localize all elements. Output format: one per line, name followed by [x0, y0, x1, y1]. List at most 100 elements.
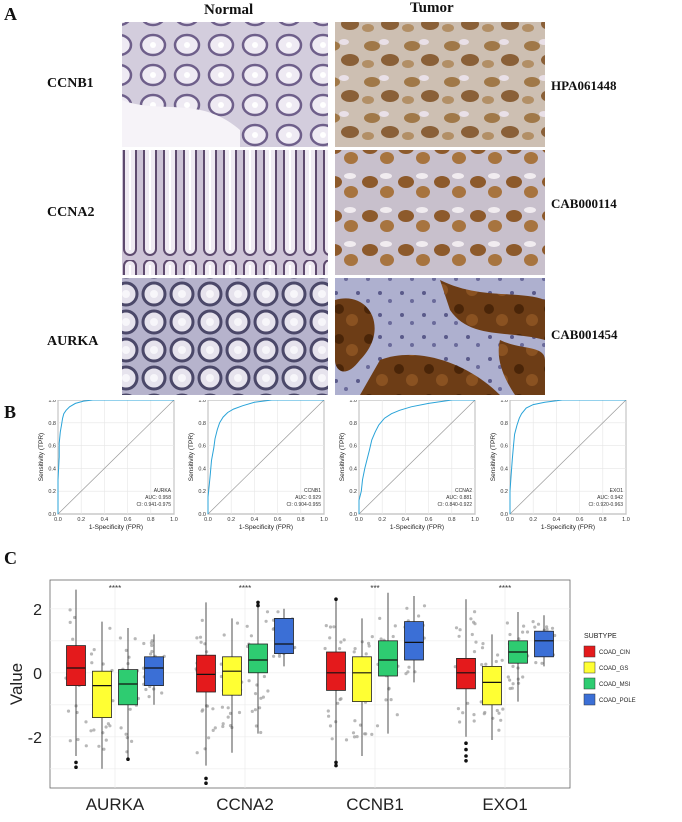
- jitter-point: [391, 634, 395, 639]
- outlier-point: [464, 759, 468, 763]
- jitter-point: [395, 713, 399, 717]
- jitter-point: [384, 698, 388, 702]
- jitter-point: [474, 640, 478, 644]
- jitter-point: [481, 642, 485, 646]
- jitter-point: [213, 726, 217, 730]
- jitter-point: [226, 715, 230, 719]
- jitter-point: [458, 628, 462, 632]
- jitter-point: [508, 632, 512, 637]
- jitter-point: [219, 662, 223, 666]
- jitter-point: [245, 624, 249, 628]
- jitter-point: [130, 739, 134, 743]
- jitter-point: [247, 679, 251, 683]
- roc-xtick-label: 0.4: [402, 517, 410, 523]
- jitter-point: [505, 621, 509, 625]
- roc-xtick-label: 0.2: [529, 517, 537, 523]
- jitter-point: [389, 698, 393, 702]
- jitter-point: [370, 732, 374, 736]
- roc-ytick-label: 0.6: [349, 444, 357, 450]
- roc-ytick-label: 0.4: [349, 466, 357, 472]
- jitter-point: [266, 689, 270, 693]
- jitter-point: [323, 646, 327, 651]
- jitter-point: [198, 635, 203, 639]
- jitter-point: [150, 643, 154, 648]
- significance-marker: ***: [370, 584, 379, 593]
- jitter-point: [264, 619, 268, 623]
- jitter-point: [534, 661, 538, 665]
- jitter-point: [221, 722, 225, 726]
- roc-xtick-label: 0.2: [77, 517, 85, 523]
- roc-xtick-label: 0.8: [297, 517, 305, 523]
- legend-label: COAD_GS: [599, 666, 628, 672]
- jitter-point: [500, 658, 504, 662]
- roc-ytick-label: 0.2: [349, 489, 357, 495]
- jitter-point: [119, 726, 123, 730]
- jitter-point: [199, 640, 203, 644]
- box-yaxis-title: Value: [7, 663, 26, 705]
- legend-swatch: [583, 677, 596, 690]
- jitter-point: [456, 707, 460, 711]
- jitter-point: [454, 626, 459, 630]
- jitter-point: [379, 637, 383, 641]
- jitter-point: [378, 616, 382, 620]
- roc-xaxis-title: 1-Specificity (FPR): [390, 524, 444, 531]
- jitter-point: [525, 630, 530, 634]
- jitter-point: [479, 700, 483, 704]
- jitter-point: [254, 724, 258, 728]
- jitter-point: [545, 627, 549, 631]
- jitter-point: [370, 635, 374, 639]
- roc-ytick-label: 0.8: [48, 421, 56, 427]
- jitter-point: [142, 641, 146, 646]
- roc-xtick-label: 1.0: [320, 517, 328, 523]
- significance-marker: ****: [499, 584, 511, 593]
- significance-marker: ****: [239, 584, 251, 593]
- jitter-point: [106, 722, 110, 726]
- jitter-point: [495, 708, 499, 713]
- jitter-point: [221, 724, 225, 729]
- jitter-point: [226, 706, 230, 710]
- panel-b-letter: B: [4, 402, 17, 422]
- jitter-point: [108, 626, 112, 630]
- jitter-point: [150, 649, 154, 654]
- outlier-point: [256, 603, 260, 608]
- roc-ytick-label: 0.0: [500, 512, 508, 518]
- jitter-point: [352, 650, 356, 654]
- jitter-point: [330, 737, 334, 741]
- jitter-point: [253, 708, 257, 712]
- box-ytick-label: 2: [33, 602, 42, 619]
- jitter-point: [367, 644, 371, 648]
- jitter-point: [422, 604, 427, 608]
- jitter-point: [531, 620, 535, 624]
- box-category-label: CCNA2: [216, 795, 274, 814]
- jitter-point: [501, 707, 505, 711]
- jitter-point: [497, 711, 501, 715]
- roc-series-name: CCNA2: [455, 488, 472, 494]
- jitter-point: [364, 652, 368, 656]
- jitter-point: [92, 648, 96, 652]
- legend-title: SUBTYPE: [584, 633, 617, 640]
- jitter-point: [84, 744, 88, 748]
- legend-label: COAD_MSI: [599, 682, 631, 688]
- roc-xtick-label: 1.0: [471, 517, 479, 523]
- outlier-point: [334, 763, 338, 768]
- jitter-point: [150, 639, 154, 643]
- jitter-point: [92, 728, 96, 732]
- jitter-point: [133, 637, 137, 641]
- box-coad_msi: [378, 640, 398, 677]
- jitter-point: [228, 711, 233, 715]
- jitter-point: [352, 735, 357, 739]
- outlier-point: [126, 757, 130, 761]
- roc-auc-label: AUC: 0.881: [446, 495, 472, 501]
- jitter-point: [102, 747, 106, 751]
- roc-ci-label: CI: 0.920-0.963: [589, 502, 624, 508]
- jitter-point: [237, 710, 242, 715]
- outlier-point: [74, 765, 78, 769]
- legend-label: COAD_CIN: [599, 650, 630, 656]
- roc-curve: [57, 400, 174, 514]
- ihc-normal-ccna2: [122, 150, 328, 275]
- boxplot-chart: -2 0 2 Value AURKA **** CCNA2 **** CCNB1 *** EXO1 *…: [7, 579, 636, 814]
- jitter-point: [508, 678, 512, 682]
- outlier-point: [204, 781, 208, 785]
- roc-diagonal: [509, 400, 627, 515]
- jitter-point: [482, 712, 486, 716]
